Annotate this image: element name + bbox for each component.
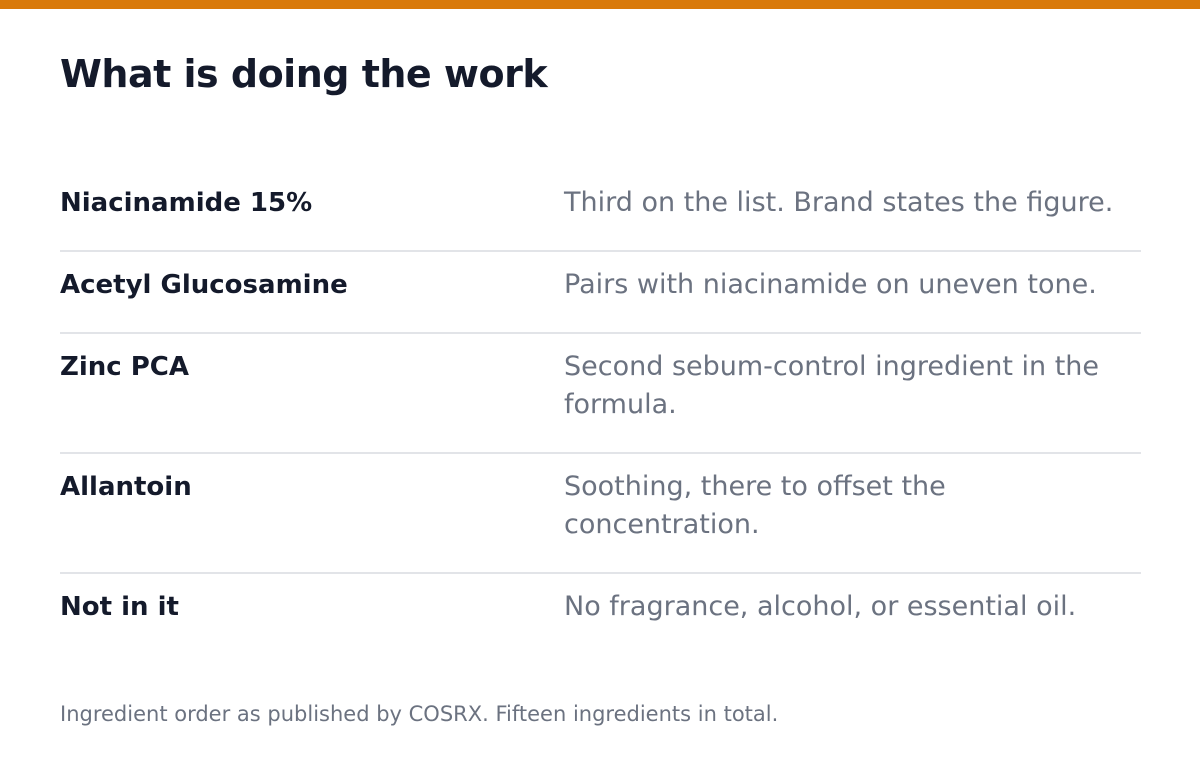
ingredient: Allantoin: [60, 472, 192, 502]
table-row: Not in it No fragrance, alcohol, or essen…: [60, 573, 1141, 654]
title: What is doing the work: [60, 52, 548, 96]
table-row: Acetyl Glucosamine Pairs with niacinamide…: [60, 251, 1141, 333]
ingredient: Not in it: [60, 592, 179, 622]
ingredient-table: Niacinamide 15% Third on the list. Brand …: [60, 170, 1141, 654]
table-row: Allantoin Soothing, there to offset the c…: [60, 453, 1141, 573]
description: Third on the list. Brand states the figu…: [564, 187, 1114, 218]
ingredient: Zinc PCA: [60, 352, 189, 382]
ingredient: Niacinamide 15%: [60, 188, 313, 218]
table-row: Niacinamide 15% Third on the list. Brand …: [60, 170, 1141, 251]
table-row: Zinc PCA Second sebum-control ingredient …: [60, 333, 1141, 453]
footnote: Ingredient order as published by COSRX. …: [60, 702, 779, 726]
description: Second sebum-control ingredient in the f…: [564, 351, 1100, 420]
accent-bar: [0, 0, 1200, 9]
description: Soothing, there to offset the concentrat…: [564, 471, 946, 540]
description: Pairs with niacinamide on uneven tone.: [564, 269, 1097, 300]
ingredient: Acetyl Glucosamine: [60, 270, 348, 300]
description: No fragrance, alcohol, or essential oil.: [564, 591, 1077, 622]
